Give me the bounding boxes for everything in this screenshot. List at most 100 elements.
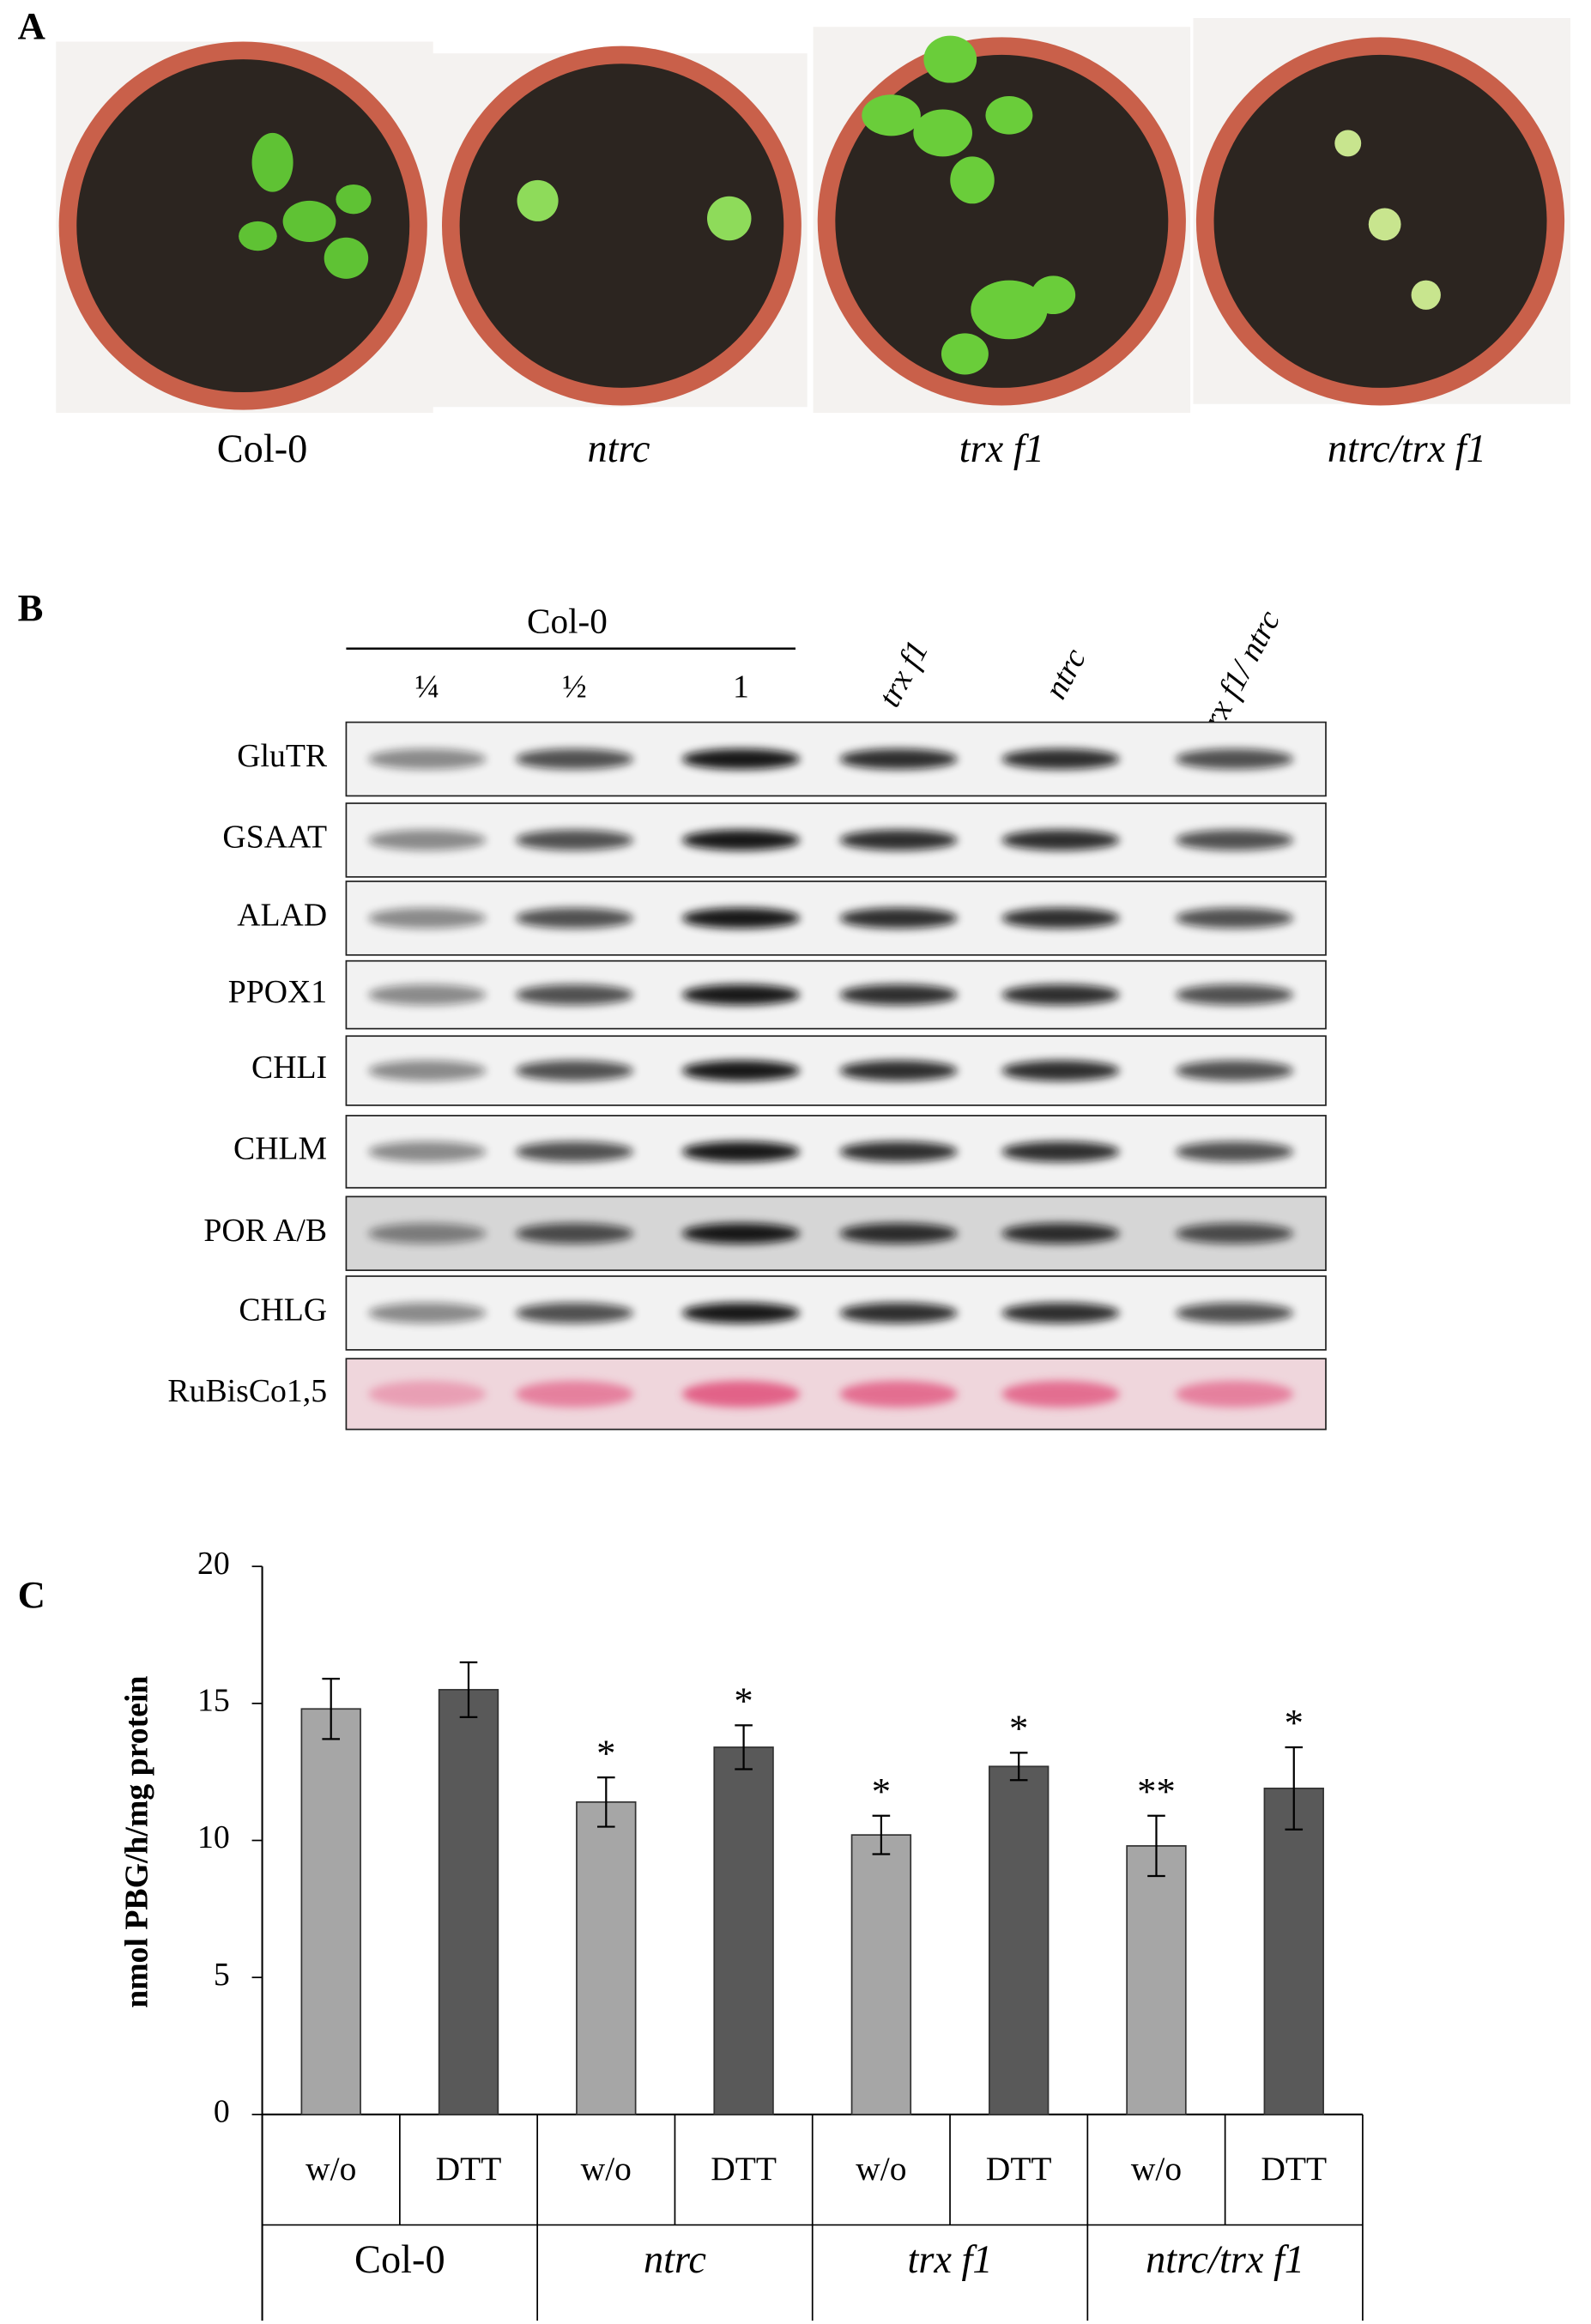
blot-band [1175,984,1294,1006]
blot-band [1175,907,1294,929]
blot-band [1175,1302,1294,1323]
blot-band [1001,1141,1120,1162]
bar [850,1834,912,2115]
blot-band [1175,748,1294,770]
panel-label: C [18,1573,45,1616]
y-axis-label: nmol PBG/h/mg protein [119,1676,155,2008]
genotype-label: ntrc/trx f1 [1328,427,1486,471]
bar [300,1708,361,2115]
group-label: ntrc [644,2238,706,2282]
blot-strip [345,881,1327,956]
protein-label: GluTR [237,738,328,774]
blot-band [839,984,958,1006]
blot-band [1001,907,1120,929]
bar [988,1765,1050,2115]
protein-label: POR A/B [203,1213,327,1249]
significance-label: * [596,1731,615,1774]
blot-band [1175,1141,1294,1162]
blot-band [1001,748,1120,770]
x-tick-label: DTT [1261,2150,1327,2188]
blot-band [681,1302,801,1323]
lane-label: ntrc [1037,643,1093,705]
blot-band [839,1223,958,1244]
blot-strip [345,802,1327,878]
blot-band [515,829,634,850]
blot-strip [345,1275,1327,1351]
blot-band [368,1302,487,1323]
significance-label: ** [1137,1770,1176,1813]
x-tick-label: DTT [436,2150,502,2188]
genotype-label: Col-0 [217,427,308,471]
blot-band [368,984,487,1006]
blot-band [515,1302,634,1323]
group-label: ntrc/trx f1 [1146,2238,1304,2282]
protein-label: CHLI [251,1050,327,1086]
protein-label: RuBisCo1,5 [167,1373,327,1409]
group-label: trx f1 [907,2238,992,2282]
blot-band [1001,984,1120,1006]
blot-band [1001,1380,1120,1407]
blot-band [839,907,958,929]
significance-label: * [1285,1701,1304,1744]
blot-band [839,748,958,770]
lane-group-label: Col-0 [527,602,608,641]
bar [438,1689,499,2115]
blot-strip [345,1195,1327,1272]
blot-band [1175,1223,1294,1244]
blot-band [839,1380,958,1407]
blot-band [681,748,801,770]
x-tick-label: w/o [305,2150,356,2188]
blot-band [1001,1060,1120,1081]
bar [1126,1845,1187,2115]
blot-band [515,1060,634,1081]
blot-band [515,984,634,1006]
blot-band [368,748,487,770]
y-tick-label: 10 [197,1819,230,1855]
blot-band [368,1141,487,1162]
x-tick-label: DTT [986,2150,1052,2188]
bar [713,1746,774,2115]
protein-label: CHLM [233,1131,327,1167]
blot-band [681,829,801,850]
x-tick-label: DTT [711,2150,777,2188]
blot-band [1001,1302,1120,1323]
x-tick-label: w/o [856,2150,906,2188]
blot-band [839,1141,958,1162]
blot-band [681,1223,801,1244]
blot-band [839,1060,958,1081]
panel-label: A [18,4,45,47]
blot-band [681,1060,801,1081]
blot-band [515,748,634,770]
blot-band [681,907,801,929]
x-tick-label: w/o [1131,2150,1182,2188]
x-tick-label: w/o [581,2150,632,2188]
protein-label: GSAAT [222,820,327,856]
blot-band [839,1302,958,1323]
bar [1263,1787,1324,2115]
blot-strip [345,1358,1327,1431]
y-tick-label: 20 [197,1546,230,1582]
blot-band [681,1380,801,1407]
genotype-label: trx f1 [959,427,1044,471]
significance-label: * [734,1679,753,1722]
lane-label: ½ [562,669,586,705]
blot-strip [345,721,1327,797]
blot-strip [345,1035,1327,1106]
protein-label: ALAD [237,898,327,934]
lane-label: ¼ [415,669,439,705]
protein-label: PPOX1 [228,974,327,1010]
blot-strip [345,959,1327,1030]
group-label: Col-0 [354,2238,445,2282]
significance-label: * [872,1770,891,1813]
blot-band [368,907,487,929]
blot-band [1175,1060,1294,1081]
blot-band [515,1380,634,1407]
y-tick-label: 5 [214,1957,230,1993]
panel-label: B [18,586,44,629]
blot-strip [345,1115,1327,1189]
blot-band [1175,1380,1294,1407]
significance-label: * [1009,1707,1028,1750]
lane-label: 1 [733,669,749,705]
